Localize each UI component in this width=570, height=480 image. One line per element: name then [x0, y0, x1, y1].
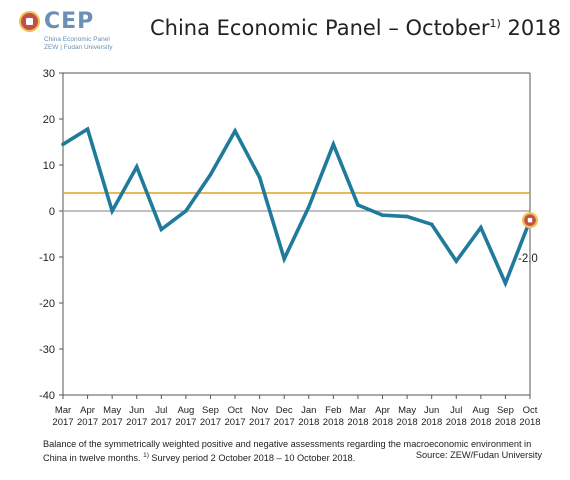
latest-value-label: -2.0 [518, 253, 538, 265]
x-tick-label-month: Jul [450, 405, 462, 416]
x-tick-label-month: Sep [202, 405, 219, 416]
x-tick-label-year: 2017 [274, 417, 295, 428]
data-point [380, 213, 385, 217]
data-point [479, 225, 483, 230]
x-tick-label-month: Aug [177, 405, 194, 416]
logo-name: CEP [44, 9, 95, 34]
x-tick-label-year: 2018 [470, 417, 491, 428]
x-tick-label-year: 2017 [224, 417, 245, 428]
x-tick-label-year: 2017 [102, 417, 123, 428]
chart-title-footnote-mark: 1) [489, 17, 501, 30]
footnote: Balance of the symmetrically weighted po… [43, 438, 553, 464]
x-tick-label-year: 2018 [519, 417, 540, 428]
x-tick-label-month: Aug [472, 405, 489, 416]
data-point [503, 281, 508, 286]
x-tick-label-year: 2017 [200, 417, 221, 428]
x-tick-label-year: 2018 [372, 417, 393, 428]
chart-title: China Economic Panel – October1) 2018 [150, 16, 561, 40]
data-point [208, 172, 213, 177]
y-tick-label: 20 [43, 114, 55, 126]
x-tick-label-year: 2018 [495, 417, 516, 428]
source-note: Source: ZEW/Fudan University [415, 450, 542, 460]
y-tick-label: 0 [49, 206, 55, 218]
data-point [405, 214, 409, 219]
x-tick-label-year: 2017 [175, 417, 196, 428]
y-tick-label: 10 [43, 160, 55, 172]
x-tick-label-month: Jul [155, 405, 167, 416]
data-point [257, 175, 262, 180]
x-tick-label-month: Oct [228, 405, 243, 416]
x-tick-label-month: Apr [375, 405, 390, 416]
chart-title-year: 2018 [500, 16, 561, 40]
x-tick-label-year: 2017 [249, 417, 270, 428]
x-tick-label-month: Mar [55, 405, 71, 416]
latest-point-marker-center [527, 218, 533, 223]
x-tick-label-month: Apr [80, 405, 95, 416]
data-point [233, 129, 237, 133]
data-point [282, 257, 287, 261]
x-tick-label-month: Oct [523, 405, 538, 416]
x-tick-label-month: May [103, 405, 121, 416]
cep-logo-mark-icon [21, 13, 38, 30]
x-tick-label-month: Jan [301, 405, 316, 416]
x-tick-label-year: 2018 [446, 417, 467, 428]
data-point [184, 209, 188, 213]
x-tick-label-year: 2017 [77, 417, 98, 428]
x-tick-label-month: Jun [129, 405, 144, 416]
x-tick-label-year: 2017 [151, 417, 172, 428]
cep-logo: CEP China Economic Panel ZEW | Fudan Uni… [20, 9, 140, 51]
x-tick-label-year: 2018 [323, 417, 344, 428]
data-point [429, 222, 434, 227]
x-tick-label-year: 2018 [347, 417, 368, 428]
logo-subtitle-2: ZEW | Fudan University [44, 44, 113, 51]
x-tick-label-month: May [398, 405, 416, 416]
x-tick-label-year: 2018 [397, 417, 418, 428]
x-tick-label-year: 2017 [52, 417, 73, 428]
x-tick-label-month: Feb [325, 405, 341, 416]
data-point [306, 205, 311, 209]
data-point [61, 142, 65, 147]
y-tick-label: -20 [39, 298, 55, 310]
y-tick-label: -10 [39, 252, 55, 264]
x-tick-label-month: Nov [251, 405, 268, 416]
data-point [85, 127, 90, 131]
footnote-survey-period: Survey period 2 October 2018 – 10 Octobe… [148, 453, 356, 464]
footnote-mark: 1) [143, 452, 149, 459]
logo-subtitle-1: China Economic Panel [44, 36, 110, 43]
data-point [159, 227, 164, 232]
x-tick-label-year: 2018 [298, 417, 319, 428]
data-point [134, 165, 139, 169]
data-point [454, 259, 459, 263]
x-tick-label-month: Dec [276, 405, 293, 416]
y-tick-label: 30 [43, 68, 55, 80]
data-point [356, 203, 360, 207]
x-tick-label-month: Jun [424, 405, 439, 416]
y-tick-label: -40 [39, 390, 55, 402]
x-tick-label-month: Mar [350, 405, 366, 416]
x-tick-label-month: Sep [497, 405, 514, 416]
x-tick-label-year: 2017 [126, 417, 147, 428]
data-point [110, 209, 114, 213]
y-tick-label: -30 [39, 344, 55, 356]
data-point [331, 142, 336, 147]
chart-title-main: China Economic Panel – October [150, 16, 490, 40]
x-tick-label-year: 2018 [421, 417, 442, 428]
footnote-text: Balance of the symmetrically weighted po… [43, 439, 532, 464]
series-line [62, 126, 532, 288]
